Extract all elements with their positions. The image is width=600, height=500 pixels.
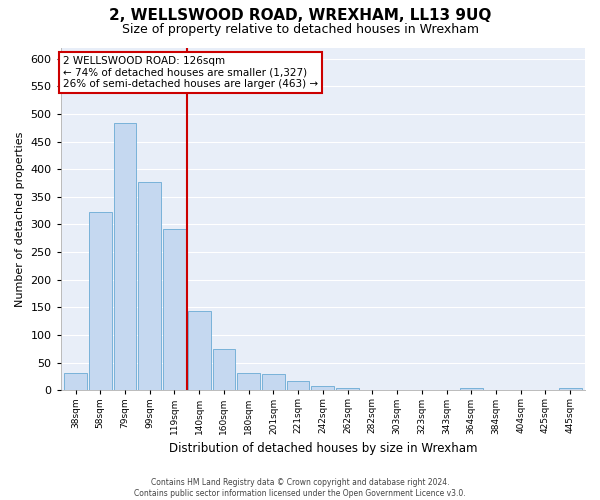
Bar <box>559 388 581 390</box>
Bar <box>212 349 235 391</box>
Text: Size of property relative to detached houses in Wrexham: Size of property relative to detached ho… <box>121 22 479 36</box>
Bar <box>188 310 211 390</box>
Text: 2 WELLSWOOD ROAD: 126sqm
← 74% of detached houses are smaller (1,327)
26% of sem: 2 WELLSWOOD ROAD: 126sqm ← 74% of detach… <box>63 56 319 89</box>
Bar <box>64 372 87 390</box>
Bar <box>113 124 136 390</box>
Bar <box>237 372 260 390</box>
Bar <box>262 374 285 390</box>
Bar <box>139 182 161 390</box>
Bar <box>460 388 482 390</box>
Bar <box>311 386 334 390</box>
Y-axis label: Number of detached properties: Number of detached properties <box>15 131 25 306</box>
Bar <box>336 388 359 390</box>
Text: Contains HM Land Registry data © Crown copyright and database right 2024.
Contai: Contains HM Land Registry data © Crown c… <box>134 478 466 498</box>
Text: 2, WELLSWOOD ROAD, WREXHAM, LL13 9UQ: 2, WELLSWOOD ROAD, WREXHAM, LL13 9UQ <box>109 8 491 22</box>
Bar <box>89 212 112 390</box>
X-axis label: Distribution of detached houses by size in Wrexham: Distribution of detached houses by size … <box>169 442 477 455</box>
Bar <box>287 382 310 390</box>
Bar <box>163 230 186 390</box>
